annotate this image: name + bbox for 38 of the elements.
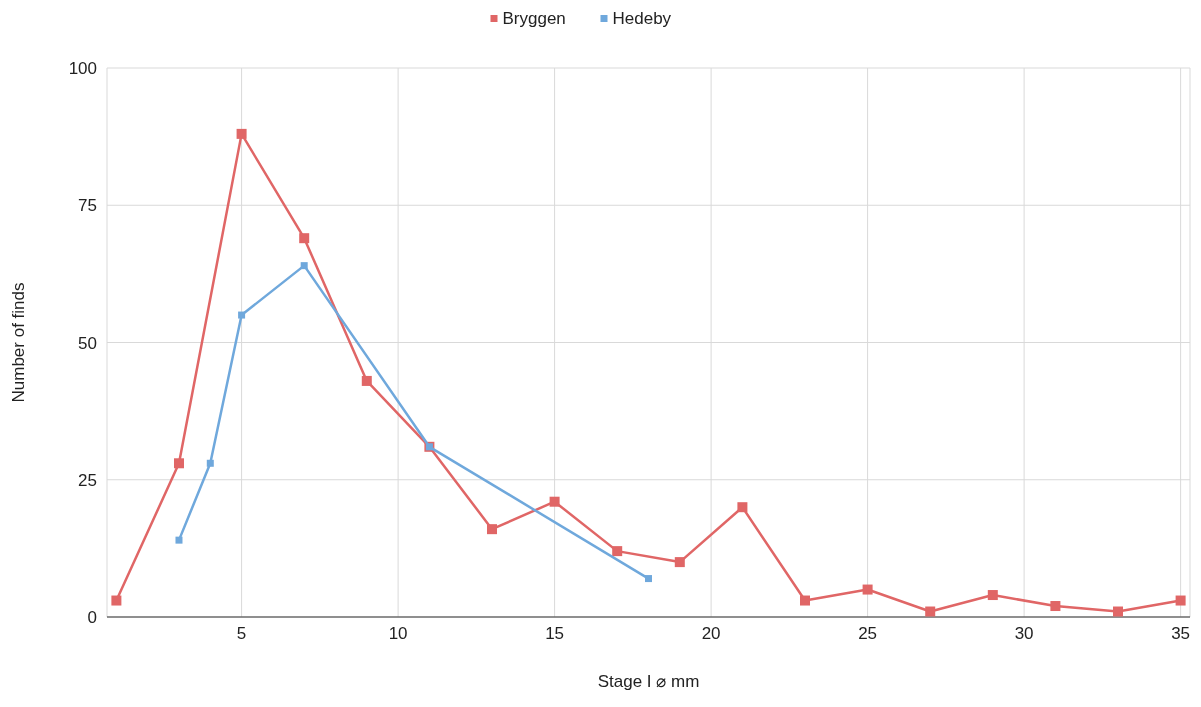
point <box>111 595 122 606</box>
y-tick-label: 25 <box>78 470 97 490</box>
point <box>175 536 183 544</box>
y-axis-title: Number of finds <box>9 282 28 403</box>
point <box>987 590 998 601</box>
point <box>800 595 810 606</box>
point <box>236 128 247 139</box>
point <box>1050 601 1061 612</box>
x-tick-label: 10 <box>388 624 408 643</box>
y-tick-label: 75 <box>78 196 97 216</box>
x-tick-label: 20 <box>701 624 721 643</box>
y-tick-label: 50 <box>78 333 97 353</box>
x-tick-label: 30 <box>1014 624 1034 643</box>
point <box>238 311 246 319</box>
point <box>925 606 936 617</box>
x-tick-label: 5 <box>236 624 247 643</box>
point <box>1175 595 1186 606</box>
point <box>487 524 497 535</box>
y-tick-label: 0 <box>87 608 97 627</box>
point <box>299 233 310 244</box>
point <box>361 375 372 386</box>
point <box>737 502 748 513</box>
x-tick-label: 35 <box>1171 624 1191 643</box>
x-axis-title: Stage I ⌀ mm <box>597 672 700 691</box>
point <box>206 459 214 467</box>
legend-label: Hedeby <box>612 9 672 28</box>
point <box>612 546 623 557</box>
point <box>300 262 308 270</box>
point <box>549 496 560 507</box>
point <box>674 557 685 568</box>
point <box>862 584 873 595</box>
point <box>1113 606 1124 617</box>
point <box>645 575 652 583</box>
legend-label: Bryggen <box>502 9 566 28</box>
y-tick-label: 100 <box>68 59 97 78</box>
x-tick-label: 25 <box>858 624 878 643</box>
x-tick-label: 15 <box>545 624 565 643</box>
point <box>173 458 184 469</box>
